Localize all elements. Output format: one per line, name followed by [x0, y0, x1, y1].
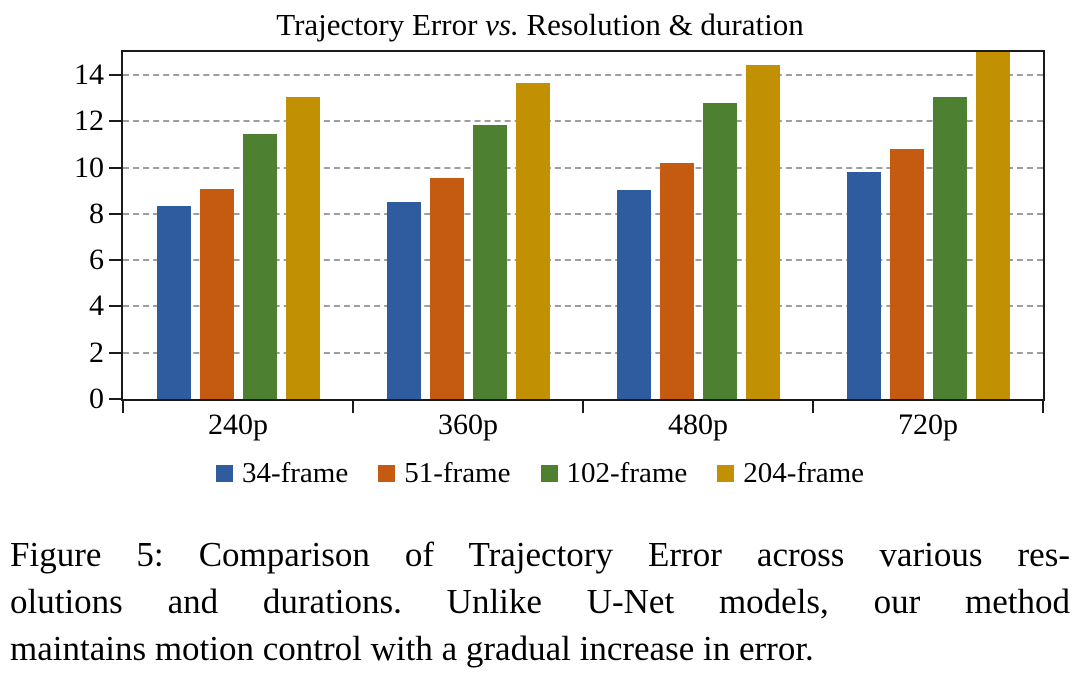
y-axis-label: 14 — [74, 58, 104, 92]
x-axis-tick — [352, 401, 354, 413]
y-axis-label: 2 — [89, 335, 104, 369]
x-axis-label-360p: 360p — [438, 408, 498, 441]
y-axis-label: 12 — [74, 104, 104, 138]
y-axis-tick — [109, 74, 121, 77]
legend-item-51-frame: 51-frame — [378, 457, 511, 490]
chart-title-vs: vs. — [485, 7, 519, 42]
x-axis-label-720p: 720p — [898, 408, 958, 441]
caption-line-1: Figure 5: Comparison of Trajectory Error… — [10, 535, 1070, 574]
legend-label: 51-frame — [404, 457, 511, 489]
bar-51-frame-360p — [429, 178, 464, 399]
x-axis-tick — [1042, 401, 1044, 413]
gridline — [123, 305, 1043, 308]
y-axis-tick — [109, 120, 121, 123]
bar-34-frame-360p — [386, 202, 421, 399]
bar-204-frame-480p — [745, 64, 780, 399]
bar-51-frame-240p — [199, 188, 234, 399]
legend-swatch-102-frame — [540, 465, 558, 482]
y-axis-tick — [109, 166, 121, 169]
y-axis-label: 6 — [89, 243, 104, 277]
x-axis-tick — [812, 401, 814, 413]
gridline — [123, 351, 1043, 354]
legend-swatch-51-frame — [378, 465, 396, 482]
chart-title-suffix: Resolution & duration — [518, 7, 804, 42]
legend-label: 102-frame — [566, 457, 688, 489]
y-axis-label: 8 — [89, 196, 104, 230]
chart-title-prefix: Trajectory Error — [276, 7, 486, 42]
bar-51-frame-720p — [889, 149, 924, 399]
legend-item-34-frame: 34-frame — [215, 457, 349, 490]
gridline — [123, 120, 1043, 123]
bar-34-frame-720p — [846, 172, 881, 399]
x-axis-tick — [122, 401, 124, 413]
plot-area — [109, 50, 1045, 413]
bar-34-frame-480p — [616, 189, 651, 399]
legend-swatch-34-frame — [215, 465, 233, 482]
chart-title: Trajectory Error vs. Resolution & durati… — [0, 7, 1080, 43]
bar-204-frame-360p — [515, 83, 550, 399]
legend-label: 34-frame — [241, 457, 349, 489]
bar-34-frame-240p — [156, 205, 191, 399]
legend-item-102-frame: 102-frame — [540, 457, 688, 490]
y-axis-tick — [109, 398, 121, 400]
caption-line-2: olutions and durations. Unlike U-Net mod… — [10, 582, 1070, 621]
gridline — [123, 259, 1043, 262]
x-axis-label-480p: 480p — [668, 408, 728, 441]
gridline — [123, 166, 1043, 169]
x-axis-tick — [582, 401, 584, 413]
bar-102-frame-480p — [702, 102, 737, 399]
bar-102-frame-360p — [472, 124, 507, 399]
bar-102-frame-240p — [242, 134, 277, 399]
legend-item-204-frame: 204-frame — [717, 457, 864, 490]
x-axis-label-240p: 240p — [208, 408, 268, 441]
legend-label: 204-frame — [743, 457, 865, 489]
y-axis-tick — [109, 259, 121, 262]
y-axis-tick — [109, 212, 121, 215]
bar-51-frame-480p — [659, 163, 694, 399]
y-axis-label: 0 — [89, 382, 104, 415]
chart-legend: 34-frame 51-frame 102-frame 204-frame — [0, 457, 1080, 490]
bar-204-frame-240p — [285, 97, 320, 399]
figure-caption: Figure 5: Comparison of Trajectory Error… — [10, 531, 1070, 672]
legend-swatch-204-frame — [717, 465, 735, 482]
gridline — [123, 74, 1043, 77]
caption-line-3: maintains motion control with a gradual … — [10, 629, 814, 668]
bar-204-frame-720p — [975, 52, 1010, 399]
y-axis-label: 10 — [74, 150, 104, 184]
y-axis-tick — [109, 305, 121, 308]
y-axis-label: 4 — [89, 289, 104, 323]
y-axis-tick — [109, 351, 121, 354]
bar-102-frame-720p — [932, 97, 967, 399]
gridline — [123, 212, 1043, 215]
